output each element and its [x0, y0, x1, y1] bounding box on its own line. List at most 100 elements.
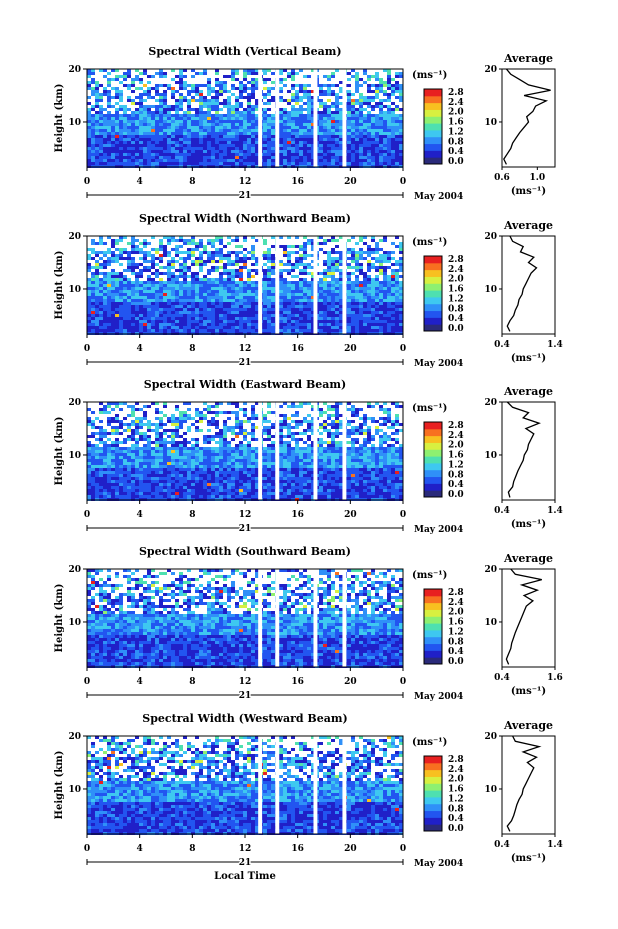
units-label: (ms⁻¹) — [412, 737, 447, 748]
data-gap — [258, 569, 263, 667]
colorbar-swatch — [424, 150, 442, 158]
colorbar-swatch — [424, 483, 442, 491]
x-tick-label: 16 — [291, 844, 304, 854]
colorbar-tick-label: 2.4 — [448, 598, 464, 608]
units-label: (ms⁻¹) — [412, 570, 447, 581]
panel-title: Spectral Width (Vertical Beam) — [148, 45, 341, 58]
average-profile: Average 10 20 0.6 1.0 (ms⁻¹) — [484, 52, 556, 197]
colorbar-swatch — [424, 449, 442, 457]
average-frame — [501, 735, 556, 835]
colorbar-swatch — [424, 276, 442, 284]
colorbar-tick-label: 0.0 — [448, 824, 464, 834]
colorbar-swatch — [424, 609, 442, 617]
colorbar-tick-label: 2.0 — [448, 275, 464, 285]
x-tick-label: 16 — [291, 510, 304, 520]
average-x-label: (ms⁻¹) — [511, 519, 546, 530]
colorbar-tick-label: 2.8 — [448, 88, 464, 98]
panel-1: Spectral Width (Vertical Beam)1020Height… — [54, 45, 556, 203]
colorbar-swatch — [424, 629, 442, 638]
colorbar-frame — [423, 255, 443, 332]
y-tick-label: 20 — [68, 398, 81, 408]
colorbar-swatch — [424, 803, 442, 812]
average-line — [505, 568, 542, 665]
average-x-tick-label: 1.0 — [529, 173, 545, 183]
average-profile: Average 10 20 0.4 1.4(ms⁻¹) — [484, 719, 562, 864]
average-frame — [501, 68, 556, 168]
average-x-tick-label: 0.4 — [494, 340, 510, 350]
x-tick-label: 0 — [84, 510, 90, 520]
panel-3: Spectral Width (Eastward Beam)1020Height… — [54, 378, 563, 536]
average-line — [506, 235, 538, 332]
x-tick-label: 0 — [84, 344, 90, 354]
x-tick-label: 20 — [344, 510, 357, 520]
units-label: (ms⁻¹) — [412, 70, 447, 81]
data-gap — [275, 69, 280, 167]
colorbar-tick-label: 0.4 — [448, 480, 464, 490]
y-tick-label: 10 — [68, 451, 81, 461]
x-tick-label: 0 — [400, 510, 406, 520]
y-axis-label: Height (km) — [54, 584, 65, 653]
average-x-tick-label: 1.4 — [547, 340, 563, 350]
panel-title: Spectral Width (Westward Beam) — [142, 712, 347, 725]
heatmap-field — [87, 569, 403, 668]
average-x-tick-label: 1.4 — [547, 506, 563, 516]
average-profile: Average 10 20 0.4 1.6(ms⁻¹) — [484, 552, 562, 697]
average-x-label: (ms⁻¹) — [511, 853, 546, 864]
average-y-tick-label: 20 — [484, 232, 497, 242]
data-gap — [342, 69, 347, 167]
colorbar-swatch — [424, 824, 442, 832]
panel-5: Spectral Width (Westward Beam)1020Height… — [54, 712, 563, 870]
average-title: Average — [503, 552, 553, 565]
average-line — [503, 68, 551, 165]
x-tick-label: 12 — [239, 677, 252, 687]
colorbar-swatch — [424, 462, 442, 471]
average-frame — [501, 568, 556, 668]
colorbar-swatch — [424, 123, 442, 131]
y-tick-label: 10 — [68, 618, 81, 628]
x-tick-label: 12 — [239, 844, 252, 854]
x-axis-label: Local Time — [214, 871, 276, 882]
colorbar-swatch — [424, 762, 442, 771]
x-tick-label: 12 — [239, 177, 252, 187]
x-tick-label: 4 — [137, 344, 143, 354]
x-tick-label: 0 — [400, 844, 406, 854]
colorbar-swatch — [424, 157, 442, 165]
colorbar-tick-label: 2.0 — [448, 108, 464, 118]
y-tick-label: 10 — [68, 785, 81, 795]
x-tick-label: 8 — [189, 344, 195, 354]
units-label: (ms⁻¹) — [412, 237, 447, 248]
average-y-tick-label: 10 — [484, 785, 497, 795]
colorbar-swatch — [424, 490, 442, 498]
colorbar-swatch — [424, 643, 442, 651]
average-line — [506, 735, 542, 832]
colorbar-swatch — [424, 776, 442, 784]
colorbar: 0.00.40.81.21.62.02.42.8 — [423, 88, 464, 167]
colorbar-frame — [423, 755, 443, 832]
colorbar-frame — [423, 588, 443, 665]
x-tick-label: 0 — [400, 344, 406, 354]
colorbar-tick-label: 0.4 — [448, 814, 464, 824]
colorbar-swatch — [424, 283, 442, 291]
average-x-label: (ms⁻¹) — [511, 686, 546, 697]
data-gap — [258, 402, 263, 500]
day-label: 21 — [239, 524, 252, 534]
data-gap — [313, 569, 318, 667]
colorbar-swatch — [424, 650, 442, 658]
panel-title: Spectral Width (Eastward Beam) — [144, 378, 346, 391]
colorbar-tick-label: 1.2 — [448, 627, 464, 637]
colorbar-swatch — [424, 290, 442, 298]
data-gap — [342, 236, 347, 334]
colorbar-tick-label: 0.0 — [448, 324, 464, 334]
panel-title: Spectral Width (Northward Beam) — [139, 212, 351, 225]
x-tick-label: 0 — [400, 177, 406, 187]
average-y-tick-label: 10 — [484, 618, 497, 628]
average-profile: Average 10 20 0.4 1.4(ms⁻¹) — [484, 219, 562, 364]
x-tick-label: 20 — [344, 844, 357, 854]
x-tick-label: 4 — [137, 677, 143, 687]
colorbar-swatch — [424, 435, 442, 443]
colorbar-tick-label: 1.2 — [448, 460, 464, 470]
x-tick-label: 8 — [189, 510, 195, 520]
colorbar-swatch — [424, 317, 442, 325]
colorbar-swatch — [424, 769, 442, 777]
colorbar-swatch — [424, 476, 442, 484]
